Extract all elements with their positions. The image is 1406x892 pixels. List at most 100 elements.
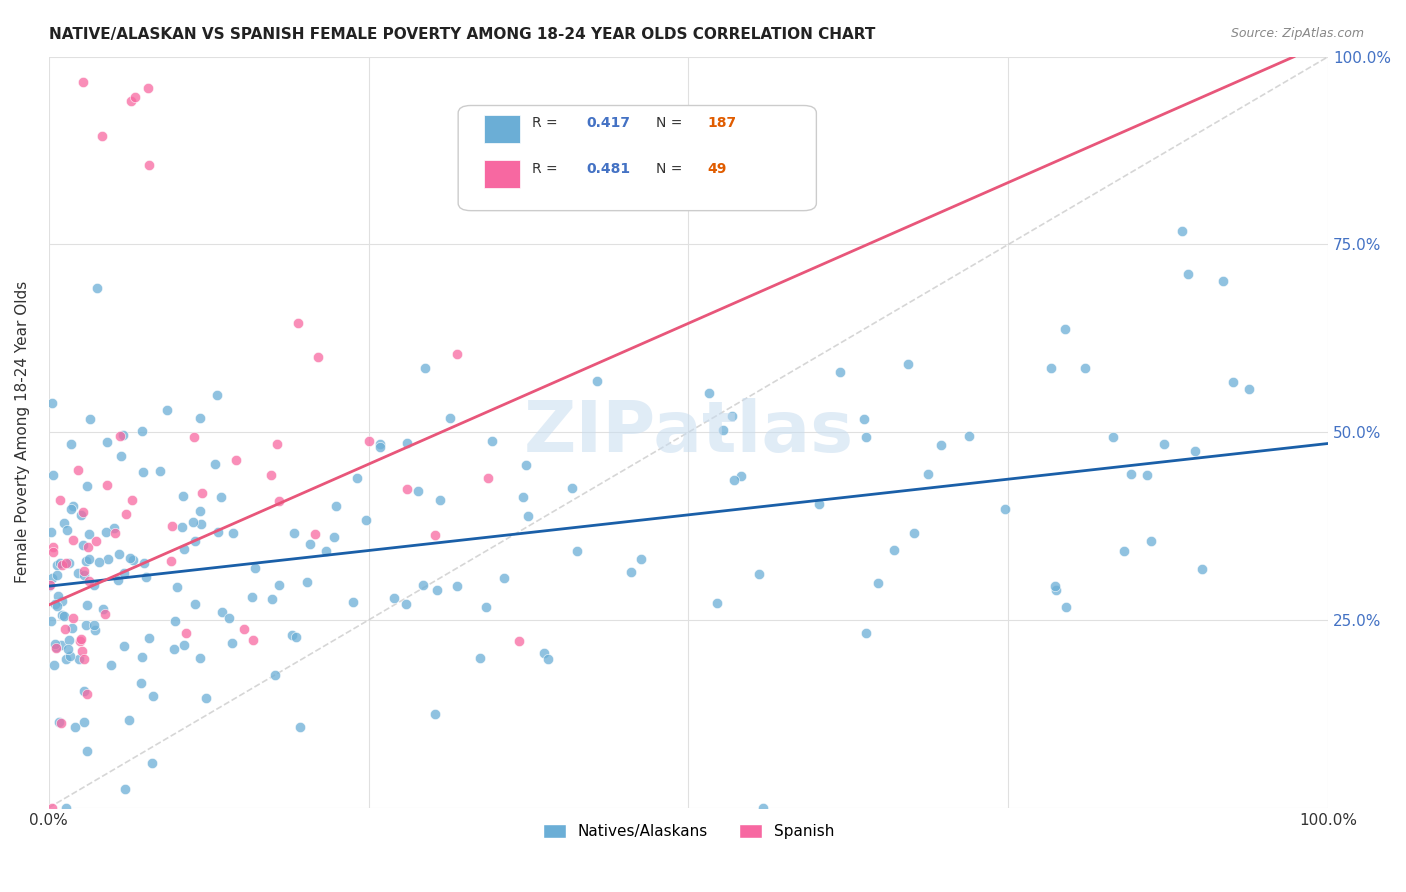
Point: [423, 527, 446, 541]
Point: [721, 409, 744, 423]
Text: R =: R =: [533, 116, 562, 129]
Point: [75, 554, 97, 568]
Point: [475, 599, 498, 614]
Point: [114, 781, 136, 796]
Point: [53, 516, 76, 531]
Point: [76, 598, 98, 612]
Point: [131, 649, 153, 664]
Point: [188, 411, 211, 425]
Point: [221, 636, 243, 650]
Point: [100, 658, 122, 673]
Point: [752, 801, 775, 815]
Point: [72, 75, 94, 89]
Point: [439, 410, 461, 425]
Text: 0.481: 0.481: [586, 162, 630, 177]
Text: Source: ZipAtlas.com: Source: ZipAtlas.com: [1230, 27, 1364, 40]
Point: [91, 601, 114, 615]
Point: [97, 552, 120, 566]
Point: [173, 638, 195, 652]
Point: [240, 590, 263, 604]
Point: [172, 519, 194, 533]
Point: [368, 436, 391, 450]
Point: [368, 440, 391, 454]
Point: [1191, 561, 1213, 575]
Point: [711, 424, 734, 438]
Point: [359, 434, 381, 448]
Legend: Natives/Alaskans, Spanish: Natives/Alaskans, Spanish: [537, 818, 841, 846]
Point: [262, 592, 284, 607]
Point: [446, 579, 468, 593]
Point: [115, 507, 138, 521]
Point: [188, 504, 211, 518]
Point: [957, 429, 980, 443]
Point: [87, 555, 110, 569]
Point: [67, 651, 90, 665]
Text: 187: 187: [707, 116, 737, 129]
Point: [72, 538, 94, 552]
Point: [142, 689, 165, 703]
FancyBboxPatch shape: [458, 105, 817, 211]
Point: [285, 631, 308, 645]
Point: [561, 481, 583, 495]
Point: [75, 617, 97, 632]
Point: [1054, 322, 1077, 336]
Point: [60, 502, 83, 516]
Point: [396, 436, 419, 450]
Point: [83, 618, 105, 632]
Point: [492, 571, 515, 585]
Point: [79, 411, 101, 425]
Point: [828, 365, 851, 379]
Point: [73, 684, 96, 698]
Point: [38, 579, 60, 593]
Point: [42, 657, 65, 672]
Point: [77, 540, 100, 554]
Point: [110, 449, 132, 463]
Point: [76, 744, 98, 758]
Point: [77, 552, 100, 566]
Point: [266, 436, 288, 450]
Point: [79, 574, 101, 589]
Point: [67, 566, 90, 580]
Point: [83, 578, 105, 592]
Point: [406, 483, 429, 498]
Point: [1184, 443, 1206, 458]
Point: [65, 721, 87, 735]
Point: [76, 688, 98, 702]
Point: [120, 94, 142, 108]
Point: [103, 525, 125, 540]
Point: [156, 402, 179, 417]
Point: [630, 552, 652, 566]
Point: [429, 493, 451, 508]
Point: [396, 482, 419, 496]
Point: [73, 568, 96, 582]
Point: [62, 499, 84, 513]
Point: [45, 640, 67, 655]
Point: [281, 628, 304, 642]
Point: [70, 644, 93, 658]
Point: [233, 622, 256, 636]
Point: [1045, 583, 1067, 598]
Point: [69, 633, 91, 648]
Point: [107, 573, 129, 587]
Point: [41, 571, 63, 585]
Point: [114, 639, 136, 653]
Point: [42, 540, 65, 554]
Point: [565, 543, 588, 558]
Point: [91, 128, 114, 143]
Point: [72, 505, 94, 519]
Point: [103, 521, 125, 535]
Point: [129, 675, 152, 690]
Point: [121, 493, 143, 508]
Point: [86, 280, 108, 294]
Point: [173, 542, 195, 557]
Point: [174, 626, 197, 640]
Point: [49, 557, 72, 571]
Point: [39, 524, 62, 539]
Point: [84, 533, 107, 548]
Point: [512, 490, 534, 504]
Point: [423, 706, 446, 721]
Point: [620, 565, 643, 579]
Point: [748, 566, 770, 581]
Point: [96, 435, 118, 450]
Point: [1237, 382, 1260, 396]
